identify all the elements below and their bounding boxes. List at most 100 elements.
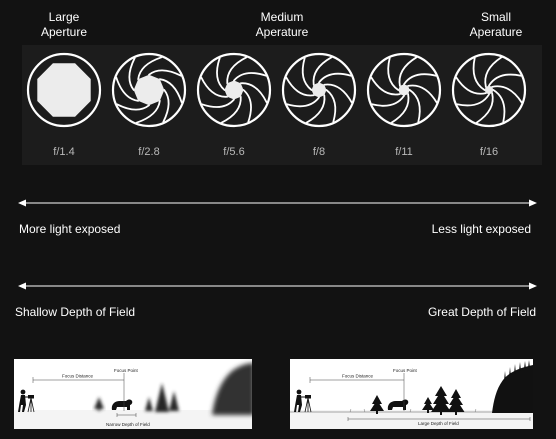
fstop-label: f/16 [480,146,498,158]
header-large-line1: Large [48,10,80,24]
aperture-blade [370,76,401,96]
blurred-hill-icon [212,363,252,415]
light-arrow [18,199,537,207]
aperture-blade [488,73,522,87]
aperture-blade [484,56,503,88]
header-medium-aperture: Medium Aperature [247,10,317,40]
fstop-label: f/11 [395,146,413,158]
aperture-blade [115,76,140,102]
header-medium-line1: Medium [260,10,304,24]
great-dof-scene: Focus Distance Focus Point Large Depth o… [290,359,533,429]
header-small-line2: Aperature [469,25,523,39]
aperture-blade [403,73,437,86]
aperture-blade [492,89,506,123]
aperture-blade [285,76,315,97]
aperture-blade [387,57,400,91]
photographer-icon [18,389,35,413]
depth-of-field-label: Narrow Depth of Field [106,422,150,427]
aperture-icon [26,52,102,128]
shallow-dof-scene: Focus Distance Focus Point Narrow Depth … [14,359,252,429]
aperture-icon [111,52,187,128]
tree-icon [447,389,465,415]
aperture-blade [472,57,486,91]
light-arrow-left-head [18,199,26,207]
aperture-blade [128,57,136,91]
aperture-blade [242,89,252,123]
aperture-icon [281,52,357,128]
aperture-opening [484,85,494,95]
aperture-blade [323,83,353,104]
aperture-blade [220,95,242,124]
aperture-opening [224,80,244,100]
blurred-tree-icon [145,383,179,412]
aperture-blade [239,82,268,104]
aperture-blade [318,72,352,84]
bear-icon [387,399,409,410]
aperture-blade [158,78,183,104]
focus-distance-label: Focus Distance [62,374,94,379]
aperture-blade [233,72,267,82]
depth-arrow-right-head [529,282,537,290]
tree-icon [431,386,451,415]
aperture-blade [456,93,490,107]
aperture-blade [286,96,320,108]
hill-icon [492,360,533,413]
aperture-blade [398,56,418,87]
aperture-blade [116,103,150,111]
header-large-line2: Aperture [40,25,88,39]
aperture-blade [148,69,182,77]
aperture-icon [451,52,527,128]
header-small-aperture: Small Aperature [464,10,528,40]
blurred-tree-icon [94,397,104,411]
aperture-blade [226,56,248,85]
aperture-blade [455,76,487,95]
aperture-blade [162,89,170,123]
aperture-blade [301,57,313,91]
less-light-label: Less light exposed [431,222,531,236]
depth-of-field-label: Large Depth of Field [418,421,459,426]
focus-point-label: Focus Point [114,368,139,373]
focus-distance-label: Focus Distance [342,374,374,379]
fstop-label: f/2.8 [138,146,159,158]
aperture-blade [371,94,405,107]
aperture-blade [390,93,410,124]
great-depth-label: Great Depth of Field [427,305,536,319]
aperture-opening [133,74,165,106]
aperture-panel: f/1.4 f/2.8 f/5.6 f/8 f/11 f/16 [22,45,542,165]
aperture-opening [37,63,91,117]
aperture-blade [200,76,229,98]
aperture-blade [475,92,494,124]
aperture-blade [137,56,163,81]
aperture-blade [325,89,337,123]
aperture-icon [196,52,272,128]
aperture-blade [216,57,226,91]
light-arrow-right-head [529,199,537,207]
tree-icon [422,397,434,413]
aperture-blade [408,89,421,123]
focus-point-label: Focus Point [393,368,418,373]
photographer-icon [294,389,312,413]
aperture-blade [201,98,235,108]
aperture-blade [491,85,523,104]
depth-arrow-left-head [18,282,26,290]
fstop-label: f/8 [313,146,325,158]
aperture-blade [135,99,161,124]
apertures-diagram: f/1.4 f/2.8 f/5.6 f/8 f/11 f/16 [26,52,527,158]
aperture-opening [398,84,410,96]
aperture-blade [407,84,438,104]
fstop-label: f/1.4 [53,146,74,158]
tree-icon [370,395,384,414]
depth-arrow [18,282,537,290]
header-large-aperture: Large Aperture [34,10,94,40]
header-small-line1: Small [480,10,511,24]
aperture-blade [312,56,333,86]
aperture-blade [305,94,326,124]
shallow-depth-label: Shallow Depth of Field [15,305,136,319]
more-light-label: More light exposed [19,222,121,236]
aperture-opening [311,82,327,98]
header-medium-line2: Aperature [255,25,309,39]
bear-icon [111,399,133,410]
aperture-icon [366,52,442,128]
shallow-scene-drawing: Focus Distance Focus Point Narrow Depth … [14,363,252,429]
fstop-label: f/5.6 [223,146,244,158]
